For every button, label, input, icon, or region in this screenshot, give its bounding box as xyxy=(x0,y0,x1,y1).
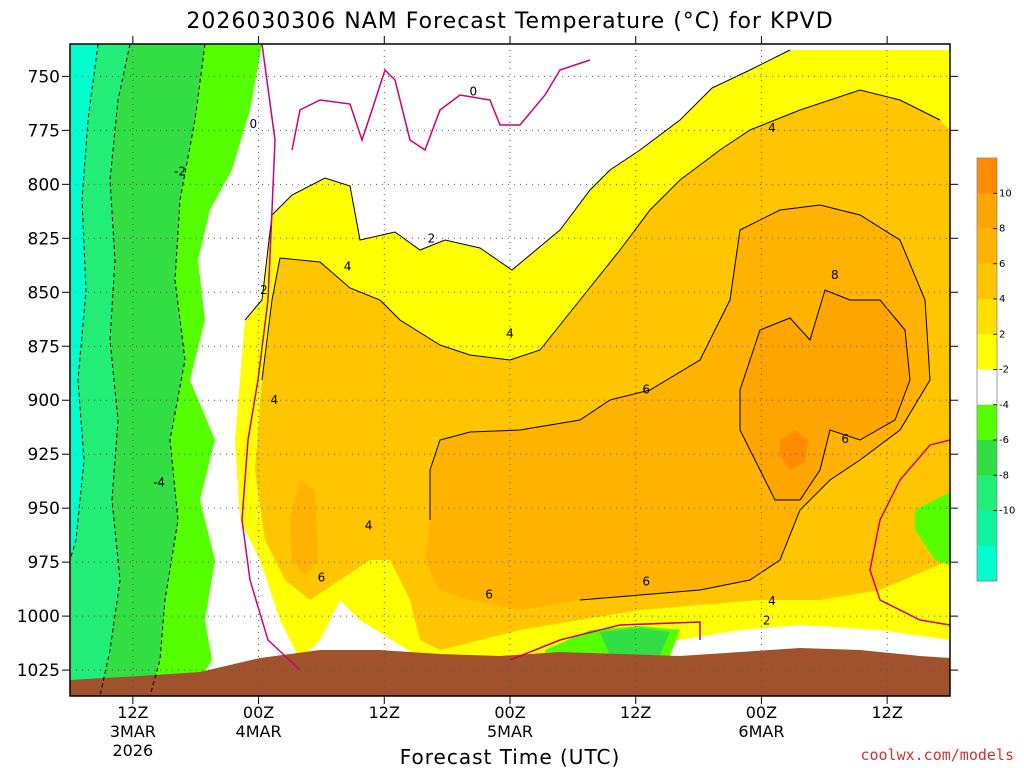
contour-label: 0 xyxy=(250,117,258,131)
field-minus-6 xyxy=(100,44,205,696)
contour-label: -4 xyxy=(153,475,165,489)
colorbar-label: 10 xyxy=(999,188,1012,199)
colorbar-label: -10 xyxy=(999,506,1015,517)
y-tick-label: 950 xyxy=(28,499,60,519)
colorbar-label: -6 xyxy=(999,435,1009,446)
contour-minus-4 xyxy=(99,44,131,696)
x-tick-label: 2026 xyxy=(112,741,153,760)
y-tick-label: 975 xyxy=(28,553,60,573)
colorbar-swatch xyxy=(977,334,997,370)
colorbar-label: 2 xyxy=(999,329,1005,340)
x-tick-label: 00Z xyxy=(746,703,777,722)
y-tick-label: 900 xyxy=(28,391,60,411)
contour-zero-top xyxy=(291,59,591,152)
colorbar-label: 8 xyxy=(999,224,1005,235)
contour-label: 4 xyxy=(768,594,776,608)
grid-lines xyxy=(70,44,950,696)
chart-title: 2026030306 NAM Forecast Temperature (°C)… xyxy=(186,9,833,34)
colorbar-swatch xyxy=(977,299,997,335)
contour-zero-surface xyxy=(509,621,701,661)
colorbar-swatch xyxy=(977,263,997,300)
contour-zero-upper xyxy=(241,44,301,671)
contour-labels: 0 0 -2 2 2 4 4 4 4 4 4 -4 6 6 6 6 6 8 2 xyxy=(153,84,849,627)
colorbar-swatch xyxy=(977,404,997,441)
y-tick-label: 850 xyxy=(28,283,60,303)
colorbar: 10 8 6 4 2 -2 -4 -6 -8 -10 xyxy=(976,157,1015,582)
x-tick-label: 12Z xyxy=(117,703,148,722)
contour-label: -2 xyxy=(174,164,186,178)
y-tick-label: 775 xyxy=(28,121,60,141)
contour-label: 4 xyxy=(270,393,278,407)
contour-4 xyxy=(261,89,941,381)
contour-label: 6 xyxy=(642,575,650,589)
x-tick-label: 4MAR xyxy=(236,722,282,741)
y-tick-label: 800 xyxy=(28,175,60,195)
colorbar-swatch xyxy=(977,510,997,547)
x-tick-label: 6MAR xyxy=(738,722,784,741)
freezing-lines xyxy=(241,44,950,671)
credit-text: coolwx.com/models xyxy=(860,746,1014,764)
negative-contour-lines xyxy=(70,44,206,696)
field-plus-10 xyxy=(780,430,808,470)
field-minus-4 xyxy=(150,44,262,696)
colorbar-swatch xyxy=(977,545,997,582)
field-minus-10 xyxy=(70,44,98,560)
contour-label: 2 xyxy=(260,283,268,297)
contour-label: 6 xyxy=(642,382,650,396)
y-tick-label: 1025 xyxy=(17,661,60,681)
colorbar-label: 6 xyxy=(999,259,1005,270)
contour-lines xyxy=(244,49,941,601)
contour-label: 2 xyxy=(428,231,436,245)
plot-area xyxy=(70,44,950,696)
contour-label: 4 xyxy=(506,326,514,340)
contour-minus-2 xyxy=(149,44,206,696)
contour-8 xyxy=(739,289,911,501)
y-tick-label: 825 xyxy=(28,229,60,249)
field-plus-6-small xyxy=(290,480,318,575)
x-tick-label: 12Z xyxy=(620,703,651,722)
contour-2 xyxy=(244,49,791,321)
y-tick-label: 1000 xyxy=(17,607,60,627)
x-tick-label: 12Z xyxy=(871,703,902,722)
contour-label: 8 xyxy=(831,268,839,282)
contour-6 xyxy=(429,204,931,601)
y-tick-label: 875 xyxy=(28,337,60,357)
colorbar-label: 4 xyxy=(999,294,1005,305)
y-tick-label: 925 xyxy=(28,445,60,465)
contour-label: 6 xyxy=(318,570,326,584)
contour-label: 4 xyxy=(365,518,373,532)
field-plus-6 xyxy=(425,205,930,610)
contour-label: 6 xyxy=(485,588,493,602)
x-axis-title: Forecast Time (UTC) xyxy=(400,745,621,768)
contour-label: 6 xyxy=(841,432,849,446)
x-tick-label: 00Z xyxy=(494,703,525,722)
x-tick-label: 5MAR xyxy=(487,722,533,741)
colorbar-swatch xyxy=(977,158,997,194)
y-tick-label: 750 xyxy=(28,67,60,87)
colorbar-swatch xyxy=(977,193,997,229)
colorbar-label: -4 xyxy=(999,400,1009,411)
x-tick-label: 3MAR xyxy=(110,722,156,741)
colorbar-label: -2 xyxy=(999,365,1009,376)
x-tick-label: 00Z xyxy=(243,703,274,722)
contour-minus-6 xyxy=(70,44,99,561)
colorbar-swatch xyxy=(977,228,997,265)
contour-label: 2 xyxy=(763,613,771,627)
field-minus-4-right xyxy=(915,492,950,565)
contour-label: 4 xyxy=(768,121,776,135)
colorbar-swatch xyxy=(977,475,997,511)
colorbar-swatch xyxy=(977,440,997,476)
field-minus-6-surface xyxy=(600,628,670,656)
colorbar-label: -8 xyxy=(999,470,1009,481)
x-tick-label: 12Z xyxy=(369,703,400,722)
contour-label: 4 xyxy=(344,259,352,273)
contour-label: 0 xyxy=(470,84,478,98)
contour-zero-right xyxy=(869,439,950,626)
colorbar-swatch xyxy=(977,369,997,406)
